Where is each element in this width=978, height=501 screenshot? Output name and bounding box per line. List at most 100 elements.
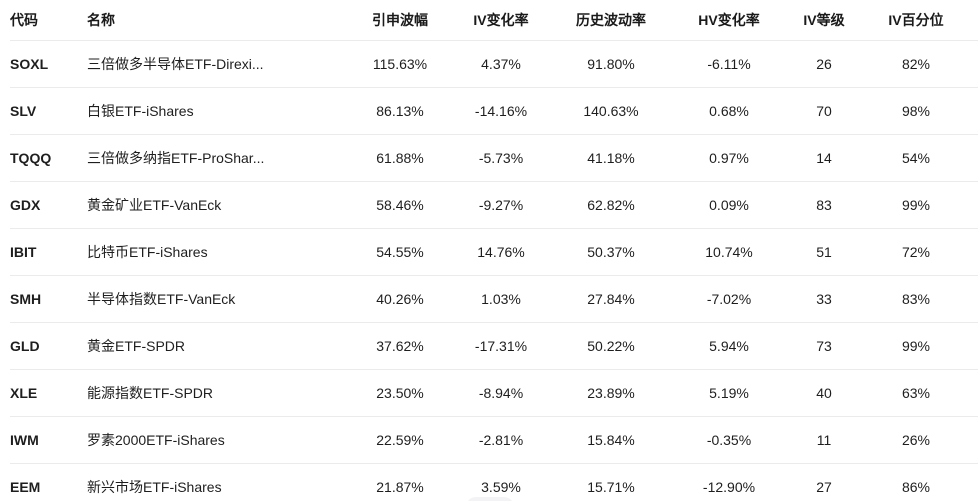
cell-hv: 91.80% [587,56,635,72]
column-header-iv-percentile[interactable]: IV百分位 [888,12,944,28]
cell-code: GDX [10,197,41,213]
cell-iv-change: -9.27% [478,197,524,213]
column-header-iv-rank[interactable]: IV等级 [803,12,845,28]
cell-iv: 21.87% [376,479,424,495]
column-header-iv-change[interactable]: IV变化率 [473,12,529,28]
cell-iv-change: -17.31% [474,338,528,354]
table-row[interactable]: SMH 半导体指数ETF-VanEck 40.26% 1.03% 27.84% … [0,276,978,322]
cell-hv: 23.89% [587,385,635,401]
row-divider [10,181,978,182]
cell-hv: 15.71% [587,479,635,495]
cell-iv-rank: 27 [816,479,832,495]
cell-hv-change: -12.90% [702,479,756,495]
cell-code: IBIT [10,244,37,260]
table-row[interactable]: SOXL 三倍做多半导体ETF-Direxi... 115.63% 4.37% … [0,41,978,87]
cell-code: SMH [10,291,42,307]
cell-hv-change: 5.19% [709,385,749,401]
cell-iv-percentile: 54% [901,150,931,166]
column-header-hv-change[interactable]: HV变化率 [698,12,760,28]
table-row[interactable]: XLE 能源指数ETF-SPDR 23.50% -8.94% 23.89% 5.… [0,370,978,416]
cell-iv-rank: 14 [816,150,832,166]
cell-hv: 50.22% [587,338,635,354]
table-row[interactable]: GDX 黄金矿业ETF-VanEck 58.46% -9.27% 62.82% … [0,182,978,228]
column-header-hv[interactable]: 历史波动率 [576,12,646,28]
cell-code: IWM [10,432,39,448]
table-row[interactable]: GLD 黄金ETF-SPDR 37.62% -17.31% 50.22% 5.9… [0,323,978,369]
table-row[interactable]: EEM 新兴市场ETF-iShares 21.87% 3.59% 15.71% … [0,464,978,501]
cell-iv-percentile: 86% [901,479,931,495]
row-divider [10,369,978,370]
cell-iv-percentile: 83% [901,291,931,307]
cell-name: 三倍做多半导体ETF-Direxi... [87,56,264,72]
cell-name: 黄金矿业ETF-VanEck [87,197,222,213]
row-divider [10,228,978,229]
cell-hv: 62.82% [587,197,635,213]
cell-iv-change: -2.81% [478,432,524,448]
cell-hv-change: -6.11% [707,56,751,72]
cell-iv-percentile: 99% [901,197,931,213]
cell-name: 新兴市场ETF-iShares [87,479,222,495]
row-divider [10,322,978,323]
cell-hv-change: -0.35% [706,432,752,448]
cell-iv: 58.46% [376,197,424,213]
cell-iv-percentile: 99% [901,338,931,354]
cell-name: 三倍做多纳指ETF-ProShar... [87,150,265,166]
cell-iv-rank: 11 [816,432,832,448]
cell-iv-percentile: 98% [901,103,931,119]
cell-name: 白银ETF-iShares [87,103,194,119]
cell-iv-change: -8.94% [478,385,524,401]
cell-hv-change: -7.02% [706,291,752,307]
cell-iv-rank: 51 [816,244,832,260]
cell-iv: 61.88% [376,150,424,166]
cell-iv-percentile: 26% [901,432,931,448]
cell-hv: 41.18% [587,150,635,166]
cell-iv: 40.26% [376,291,424,307]
cell-name: 罗素2000ETF-iShares [87,432,225,448]
cell-hv: 50.37% [587,244,635,260]
cell-code: XLE [10,385,38,401]
cell-name: 能源指数ETF-SPDR [87,385,213,401]
table-row[interactable]: SLV 白银ETF-iShares 86.13% -14.16% 140.63%… [0,88,978,134]
header-divider [10,40,978,41]
cell-iv-rank: 73 [816,338,832,354]
cell-hv-change: 0.68% [709,103,749,119]
row-divider [10,416,978,417]
row-divider [10,275,978,276]
cell-iv-rank: 70 [816,103,832,119]
cell-iv: 86.13% [376,103,424,119]
cell-iv-rank: 26 [816,56,832,72]
row-divider [10,134,978,135]
table-row[interactable]: IWM 罗素2000ETF-iShares 22.59% -2.81% 15.8… [0,417,978,463]
cell-iv: 22.59% [376,432,424,448]
cell-iv-change: 3.59% [481,479,521,495]
cell-iv-rank: 83 [816,197,832,213]
cell-iv: 54.55% [376,244,424,260]
cell-iv: 115.63% [372,56,428,72]
cell-iv-percentile: 72% [901,244,931,260]
cell-iv-change: 4.37% [481,56,521,72]
row-divider [10,87,978,88]
cell-code: SLV [10,103,37,119]
column-header-iv[interactable]: 引申波幅 [372,12,428,28]
cell-hv-change: 0.09% [709,197,749,213]
cell-hv-change: 10.74% [705,244,753,260]
cell-iv-change: -14.16% [474,103,528,119]
column-header-code[interactable]: 代码 [10,12,38,28]
cell-hv: 140.63% [583,103,639,119]
cell-hv-change: 0.97% [709,150,749,166]
cell-iv-change: 1.03% [481,291,521,307]
column-header-name[interactable]: 名称 [87,12,115,28]
table-row[interactable]: TQQQ 三倍做多纳指ETF-ProShar... 61.88% -5.73% … [0,135,978,181]
cell-iv-rank: 40 [816,385,832,401]
cell-iv-percentile: 63% [901,385,931,401]
cell-iv-change: -5.73% [478,150,524,166]
cell-code: EEM [10,479,41,495]
cell-iv: 23.50% [376,385,424,401]
table-body: SOXL 三倍做多半导体ETF-Direxi... 115.63% 4.37% … [0,41,978,501]
cell-hv-change: 5.94% [709,338,749,354]
cell-iv-change: 14.76% [477,244,525,260]
cell-hv: 15.84% [587,432,635,448]
cell-code: GLD [10,338,40,354]
cell-code: SOXL [10,56,49,72]
table-row[interactable]: IBIT 比特币ETF-iShares 54.55% 14.76% 50.37%… [0,229,978,275]
